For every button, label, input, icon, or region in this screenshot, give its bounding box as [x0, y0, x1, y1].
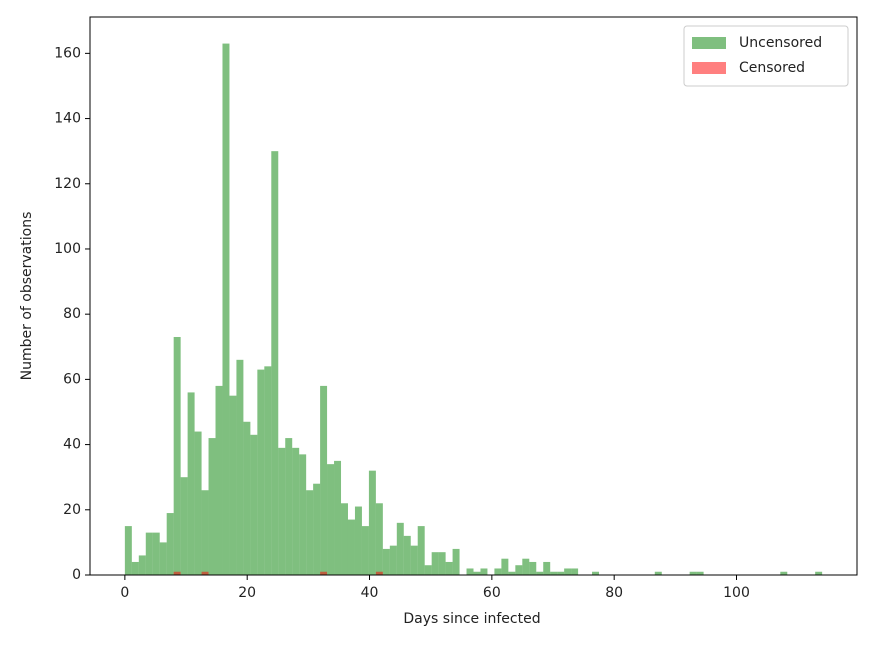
- histogram-bar: [187, 392, 195, 575]
- y-tick-label: 100: [54, 241, 81, 257]
- x-tick-label: 100: [723, 585, 750, 601]
- histogram-bar: [180, 477, 188, 575]
- histogram-bar: [194, 431, 202, 575]
- histogram-bar: [529, 561, 537, 575]
- histogram-bar: [361, 526, 369, 575]
- histogram-bar: [201, 571, 209, 575]
- histogram-bar: [466, 568, 474, 575]
- histogram-bar: [145, 532, 153, 575]
- histogram-bar: [243, 421, 251, 575]
- histogram-bar: [159, 542, 167, 575]
- x-axis-label: Days since infected: [403, 611, 540, 627]
- legend-swatch: [692, 37, 726, 49]
- histogram-bar: [473, 571, 481, 575]
- histogram-bar: [696, 571, 704, 575]
- histogram-bar: [396, 522, 404, 575]
- y-tick-label: 120: [54, 176, 81, 192]
- histogram-bar: [375, 503, 383, 575]
- histogram-bar: [131, 561, 139, 575]
- legend-label: Uncensored: [739, 35, 822, 51]
- y-tick-label: 140: [54, 111, 81, 127]
- y-tick-label: 160: [54, 45, 81, 61]
- histogram-bar: [166, 513, 174, 575]
- y-tick-label: 80: [63, 306, 81, 322]
- y-axis-label: Number of observations: [19, 212, 35, 381]
- x-tick-label: 60: [483, 585, 501, 601]
- histogram-bar: [208, 438, 216, 575]
- histogram-bar: [389, 545, 397, 575]
- legend-label: Censored: [739, 60, 805, 76]
- histogram-bar: [536, 571, 544, 575]
- histogram-bar: [571, 568, 579, 575]
- histogram-bar: [347, 519, 355, 575]
- histogram-bar: [368, 470, 376, 575]
- histogram-bar: [508, 571, 516, 575]
- histogram-bar: [424, 565, 432, 575]
- histogram-bar: [780, 571, 788, 575]
- histogram-bar: [564, 568, 572, 575]
- histogram-bar: [438, 552, 446, 575]
- histogram-bar: [592, 571, 600, 575]
- histogram-bar: [299, 454, 307, 575]
- histogram-bar: [271, 151, 279, 575]
- histogram-bar: [375, 571, 383, 575]
- histogram-bar: [689, 571, 697, 575]
- histogram-bar: [654, 571, 662, 575]
- histogram-bar: [445, 561, 453, 575]
- histogram-bar: [410, 545, 418, 575]
- histogram-bar: [215, 385, 223, 575]
- y-tick-label: 0: [72, 567, 81, 583]
- histogram-bar: [250, 434, 258, 575]
- y-tick-label: 20: [63, 502, 81, 518]
- histogram-bar: [173, 571, 181, 575]
- histogram-bar: [152, 532, 160, 575]
- histogram-bar: [320, 571, 328, 575]
- histogram-bar: [285, 438, 293, 575]
- x-tick-label: 40: [361, 585, 379, 601]
- histogram-bar: [515, 565, 523, 575]
- histogram-bar: [501, 558, 509, 575]
- histogram-bar: [229, 395, 237, 575]
- histogram-bar: [292, 447, 300, 575]
- histogram-bar: [550, 571, 558, 575]
- histogram-bar: [173, 336, 181, 575]
- histogram-bar: [320, 385, 328, 575]
- histogram-bar: [431, 552, 439, 575]
- histogram-bar: [313, 483, 321, 575]
- histogram-bar: [201, 490, 209, 575]
- histogram-bar: [382, 548, 390, 575]
- histogram-bar: [543, 561, 551, 575]
- histogram-bar: [257, 369, 265, 575]
- histogram-bar: [138, 555, 146, 575]
- histogram-bar: [236, 359, 244, 575]
- histogram-bar: [557, 571, 565, 575]
- histogram-bar: [354, 506, 362, 575]
- y-tick-label: 60: [63, 371, 81, 387]
- histogram-bar: [452, 548, 460, 575]
- histogram-bar: [278, 447, 286, 575]
- histogram-bar: [306, 490, 314, 575]
- histogram-bar: [341, 503, 348, 575]
- plot-frame: [89, 16, 858, 576]
- x-tick-label: 20: [238, 585, 256, 601]
- x-tick-label: 0: [120, 585, 129, 601]
- y-tick-label: 40: [63, 437, 81, 453]
- x-tick-label: 80: [605, 585, 623, 601]
- histogram-bar: [264, 366, 272, 575]
- histogram-bar: [327, 464, 335, 575]
- histogram-bar: [522, 558, 530, 575]
- histogram-bar: [417, 526, 425, 575]
- histogram-bar: [222, 43, 230, 576]
- histogram-bar: [334, 460, 342, 575]
- legend-swatch: [692, 62, 726, 74]
- histogram-bar: [403, 535, 411, 575]
- histogram-bar: [815, 571, 823, 575]
- histogram-bar: [124, 526, 132, 575]
- histogram-bar: [480, 568, 488, 575]
- histogram-bar: [494, 568, 502, 575]
